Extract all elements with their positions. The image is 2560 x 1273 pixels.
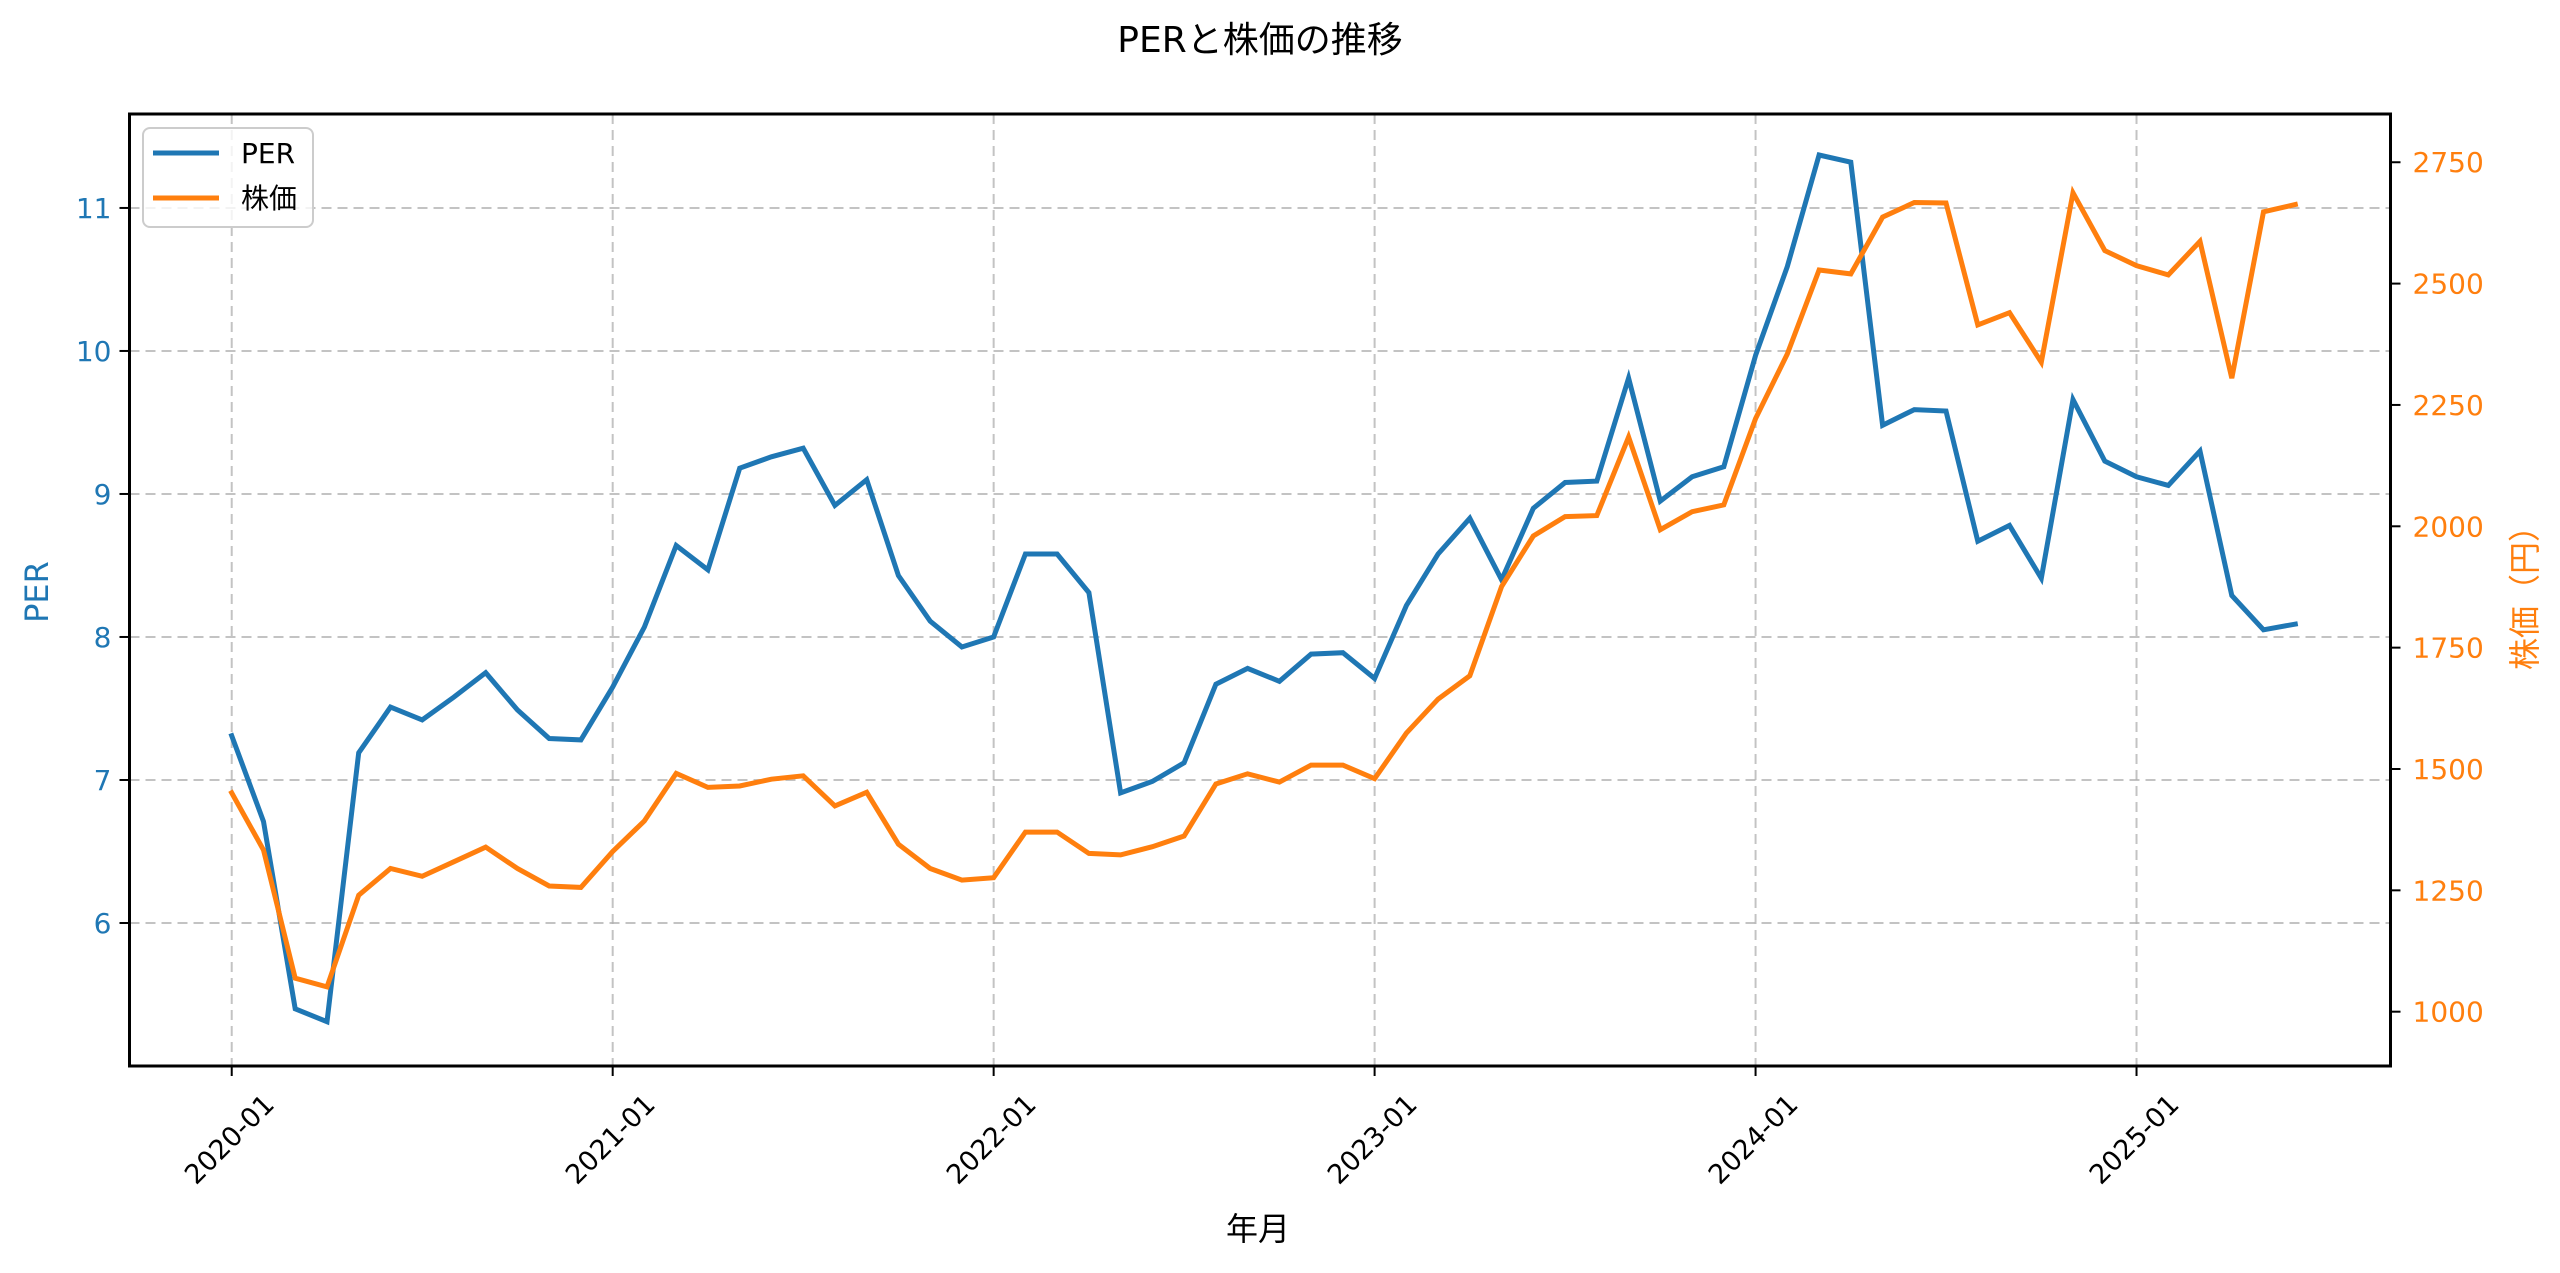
right-tick-label: 2250	[2413, 389, 2484, 422]
legend-price-label: 株価	[241, 182, 297, 215]
right-tick-label: 1000	[2413, 996, 2484, 1029]
right-tick-label: 1750	[2413, 632, 2484, 665]
right-tick-label: 2500	[2413, 268, 2484, 301]
grid-lines	[129, 114, 2391, 1066]
left-tick-label: 8	[94, 621, 112, 654]
right-tick-label: 1250	[2413, 874, 2484, 907]
per-line-series	[228, 152, 2299, 1026]
right-tick-label: 1500	[2413, 753, 2484, 786]
right-tick-label: 2000	[2413, 510, 2484, 543]
left-tick-label: 7	[94, 764, 112, 797]
right-tick-label: 2750	[2413, 146, 2484, 179]
y-axis-label-left: PER	[18, 561, 56, 623]
legend: PER 株価	[142, 127, 314, 228]
plot-area-frame	[128, 112, 2392, 1068]
left-tick-label: 10	[76, 335, 112, 368]
x-axis-label: 年月	[1226, 1210, 1290, 1248]
chart-title: PERと株価の推移	[1117, 20, 1402, 61]
left-tick-label: 6	[94, 907, 112, 940]
left-tick-label: 9	[94, 478, 112, 511]
left-y-axis-ticks: 6 7 8 9 10 11	[76, 192, 130, 940]
plot-series	[228, 152, 2299, 1026]
legend-per-label: PER	[241, 137, 295, 170]
y-axis-label-right: 株価（円）	[2506, 510, 2544, 670]
right-y-axis-ticks: 1000 1250 1500 1750 2000 2250 2500 2750	[2390, 146, 2484, 1029]
left-tick-label: 11	[76, 192, 112, 225]
price-line-series	[228, 185, 2299, 990]
